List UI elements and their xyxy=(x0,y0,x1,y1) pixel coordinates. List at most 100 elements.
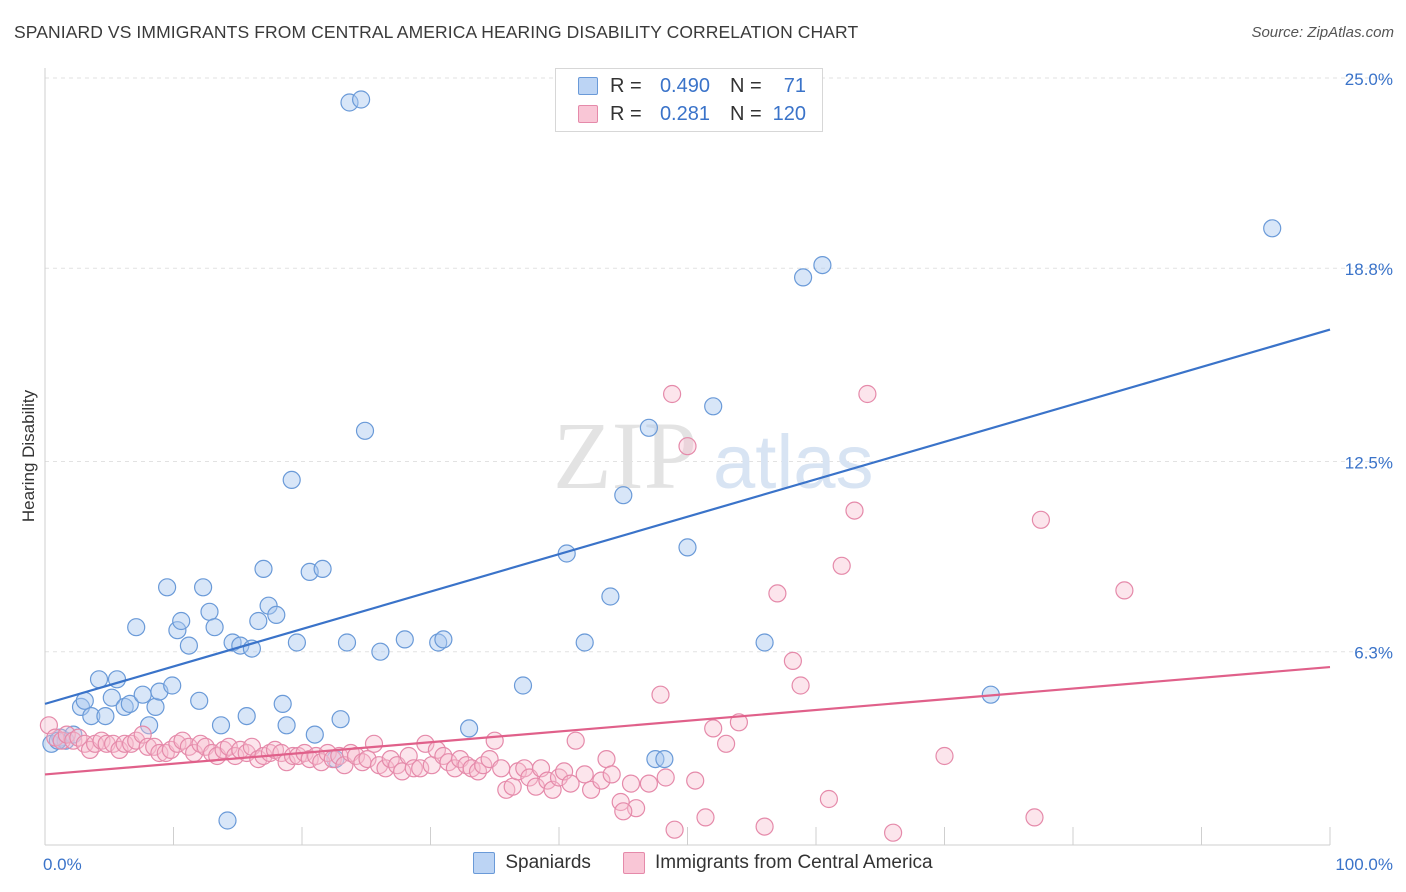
spaniards-point xyxy=(614,486,633,505)
series-legend: Spaniards Immigrants from Central Americ… xyxy=(0,852,1406,874)
spaniards-point xyxy=(115,697,134,717)
spaniards-point xyxy=(179,636,198,655)
trend-lines xyxy=(44,328,1331,776)
immigrants-point xyxy=(791,676,810,695)
y-tick-label: 6.3% xyxy=(1354,644,1393,663)
immigrants-point xyxy=(597,749,616,769)
immigrants-point xyxy=(358,749,377,769)
spaniards-point xyxy=(1263,219,1282,238)
spaniards-point xyxy=(194,578,213,597)
y-tick-label: 25.0% xyxy=(1345,70,1393,89)
immigrants-point xyxy=(639,774,659,793)
spaniards-trend-line xyxy=(44,328,1331,705)
spaniards-point xyxy=(190,691,209,710)
spaniards-point xyxy=(282,470,301,489)
spaniards-point xyxy=(237,706,256,726)
immigrants-point xyxy=(783,651,803,671)
legend-swatch-spaniards xyxy=(578,77,598,95)
immigrants-point xyxy=(614,802,633,821)
spaniards-point xyxy=(267,605,286,625)
spaniards-point xyxy=(395,630,414,649)
immigrants-point xyxy=(678,437,697,456)
series-swatch-immigrants xyxy=(622,852,645,874)
immigrants-point xyxy=(729,713,749,732)
immigrants-point xyxy=(503,777,522,796)
spaniards-point xyxy=(313,559,332,579)
spaniards-point xyxy=(254,559,273,579)
spaniards-point xyxy=(127,618,146,637)
immigrants-point xyxy=(696,808,715,827)
immigrants-point xyxy=(832,556,851,575)
spaniards-point xyxy=(371,642,390,661)
spaniards-point xyxy=(355,421,375,440)
spaniards-point xyxy=(639,418,659,437)
stats-legend: R = 0.490 N = 71 R = 0.281 N = 120 xyxy=(555,68,823,132)
immigrants-point xyxy=(485,731,504,750)
immigrants-point xyxy=(411,759,430,778)
spaniards-point xyxy=(813,256,832,275)
spaniards-point xyxy=(211,716,231,735)
spaniards-point xyxy=(172,611,191,631)
legend-n-label: N = xyxy=(730,74,762,97)
spaniards-point xyxy=(146,697,165,717)
immigrants-point xyxy=(219,737,238,756)
immigrants-point xyxy=(755,817,774,836)
spaniards-point xyxy=(287,633,306,652)
legend-row-immigrants: R = 0.281 N = 120 xyxy=(578,101,806,127)
immigrants-point xyxy=(845,501,864,520)
spaniards-point xyxy=(133,685,152,704)
immigrants-point xyxy=(312,753,331,772)
spaniards-point xyxy=(200,602,219,621)
x-tick-label-max: 100.0% xyxy=(1335,855,1393,874)
spaniards-point xyxy=(305,725,324,744)
immigrants-point xyxy=(656,768,675,787)
spaniards-point xyxy=(82,706,101,726)
spaniards-point xyxy=(277,716,296,735)
immigrants-point xyxy=(581,780,601,799)
immigrants-point xyxy=(393,762,412,781)
watermark-atlas: atlas xyxy=(713,420,874,505)
spaniards-point xyxy=(120,694,139,714)
spaniards-point xyxy=(249,611,268,631)
spaniards-point xyxy=(259,596,278,615)
immigrants-point xyxy=(561,774,580,793)
series-legend-spaniards[interactable]: Spaniards xyxy=(473,852,591,874)
immigrants-point xyxy=(364,734,384,753)
series-legend-immigrants[interactable]: Immigrants from Central America xyxy=(622,852,933,874)
spaniards-point xyxy=(158,578,177,597)
immigrants-point xyxy=(665,820,684,839)
spaniards-point xyxy=(273,694,292,714)
spaniards-point xyxy=(96,706,115,726)
immigrants-point xyxy=(592,771,611,790)
legend-n-label: N = xyxy=(730,102,762,125)
watermark: ZIP atlas xyxy=(553,402,874,509)
spaniards-point xyxy=(89,670,109,689)
spaniards-point xyxy=(337,633,357,652)
axes xyxy=(44,68,1331,846)
legend-r-value: 0.281 xyxy=(659,102,710,125)
legend-r-label: R = xyxy=(610,74,642,97)
x-tick-label-min: 0.0% xyxy=(43,855,82,874)
spaniards-point xyxy=(434,630,453,649)
immigrants-point xyxy=(1031,510,1051,529)
spaniards-point xyxy=(601,587,620,606)
immigrants-point xyxy=(1115,581,1134,600)
spaniards-point xyxy=(48,731,68,750)
series-label-spaniards: Spaniards xyxy=(505,852,591,873)
immigrants-point xyxy=(704,719,723,738)
immigrants-point xyxy=(935,746,954,766)
spaniards-point xyxy=(793,268,813,287)
immigrants-point xyxy=(168,734,187,753)
source-credit: Source: ZipAtlas.com xyxy=(1251,24,1394,41)
series-label-immigrants: Immigrants from Central America xyxy=(654,852,933,873)
spaniards-point xyxy=(755,633,774,652)
spaniards-point xyxy=(429,633,448,652)
immigrants-point xyxy=(768,584,787,603)
spaniards-point xyxy=(678,538,697,557)
spaniards-point xyxy=(575,633,594,652)
immigrants-point xyxy=(686,771,705,790)
legend-r-label: R = xyxy=(610,102,642,125)
axis-labels: 6.3% 12.5% 18.8% 25.0% 0.0% 100.0% Hearing Dis… xyxy=(19,70,1393,874)
immigrants-point xyxy=(621,774,641,793)
